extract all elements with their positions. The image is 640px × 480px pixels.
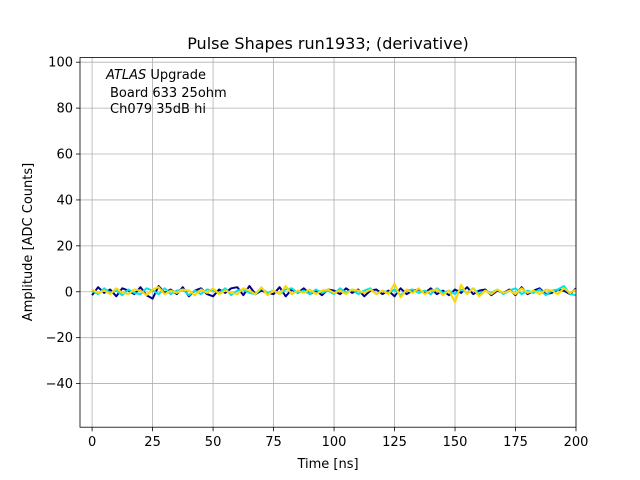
annotation-upgrade: Upgrade: [146, 68, 206, 83]
plot-frame: [79, 57, 577, 428]
y-axis-label: Amplitude [ADC Counts]: [21, 163, 36, 321]
y-tick-label: 0: [65, 285, 73, 300]
x-tick-label: 125: [382, 435, 407, 450]
annotation-line-1: ATLAS Upgrade: [105, 68, 206, 83]
y-tick-label: −40: [46, 377, 73, 392]
y-tick-label: 20: [56, 239, 73, 254]
x-tick-label: 0: [88, 435, 96, 450]
x-tick-label: 150: [443, 435, 468, 450]
y-tick-label: −20: [46, 331, 73, 346]
y-tick-label: 60: [56, 148, 73, 163]
y-axis-ticks: −40 −20 0 20 40 60 80 100: [46, 56, 80, 392]
annotation-line-2: Board 633 25ohm: [110, 86, 227, 101]
x-axis-ticks: 0 25 50 75 100 125 150 175 200: [88, 427, 588, 450]
series-layer: [91, 282, 577, 304]
x-tick-label: 25: [144, 435, 161, 450]
x-tick-label: 200: [564, 435, 589, 450]
series-line-3: [91, 282, 577, 304]
y-tick-label: 40: [56, 193, 73, 208]
x-tick-label: 100: [322, 435, 347, 450]
annotation-line-3: Ch079 35dB hi: [110, 102, 206, 117]
x-tick-label: 50: [205, 435, 222, 450]
x-tick-label: 75: [265, 435, 282, 450]
y-tick-label: 80: [56, 102, 73, 117]
chart-title: Pulse Shapes run1933; (derivative): [187, 34, 469, 53]
atlas-annotation: ATLAS Upgrade Board 633 25ohm Ch079 35dB…: [105, 68, 227, 117]
annotation-atlas: ATLAS: [105, 68, 146, 83]
y-tick-label: 100: [48, 56, 73, 71]
x-tick-label: 175: [503, 435, 528, 450]
x-axis-label: Time [ns]: [296, 457, 358, 472]
